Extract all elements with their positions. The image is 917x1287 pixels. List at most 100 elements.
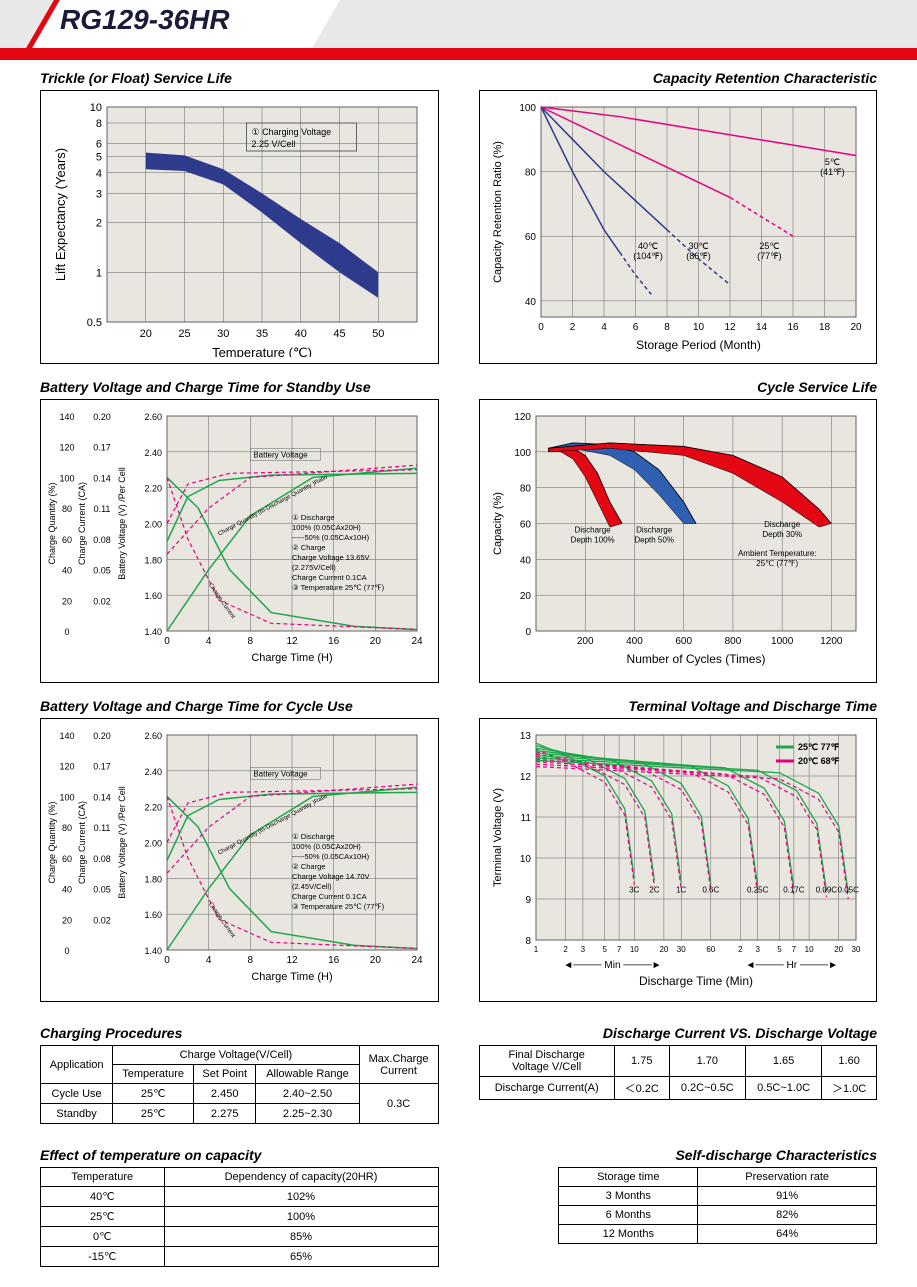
t1-r1-app: Standby <box>41 1104 113 1124</box>
chart4-section: Cycle Service Life 120100806040200200400… <box>479 379 878 683</box>
t2-c2: 0.5C~1.0C <box>745 1077 821 1100</box>
svg-text:① Charging Voltage: ① Charging Voltage <box>252 127 332 137</box>
svg-text:20: 20 <box>370 955 382 966</box>
t4-r0c0: 3 Months <box>559 1187 698 1206</box>
svg-text:0.20: 0.20 <box>93 412 111 422</box>
svg-text:① Discharge: ① Discharge <box>292 832 335 841</box>
svg-text:13: 13 <box>519 731 531 742</box>
svg-text:(2.275V/Cell): (2.275V/Cell) <box>292 563 336 572</box>
svg-text:25: 25 <box>178 328 190 340</box>
svg-text:1: 1 <box>96 267 102 279</box>
svg-text:(86℉): (86℉) <box>686 251 711 261</box>
svg-text:40: 40 <box>524 297 536 308</box>
svg-text:20℃ 68℉: 20℃ 68℉ <box>798 756 840 766</box>
svg-text:100% (0.05CAx20H): 100% (0.05CAx20H) <box>292 523 361 532</box>
svg-text:1.80: 1.80 <box>144 555 162 565</box>
svg-text:800: 800 <box>724 636 741 647</box>
t2-h1: Final Discharge Voltage V/Cell <box>479 1046 614 1077</box>
svg-text:Ambient Temperature:: Ambient Temperature: <box>737 549 816 558</box>
table4-title: Self-discharge Characteristics <box>479 1147 878 1163</box>
svg-text:40: 40 <box>62 885 72 895</box>
svg-text:80: 80 <box>62 823 72 833</box>
svg-text:10: 10 <box>804 945 813 954</box>
table2: Final Discharge Voltage V/Cell 1.75 1.70… <box>479 1045 878 1100</box>
svg-text:0.09C: 0.09C <box>815 886 837 895</box>
svg-text:8: 8 <box>96 118 102 130</box>
svg-text:5: 5 <box>96 152 102 164</box>
svg-text:8: 8 <box>248 955 254 966</box>
svg-text:Depth 100%: Depth 100% <box>570 535 614 544</box>
svg-text:0.17C: 0.17C <box>783 886 805 895</box>
svg-text:60: 60 <box>62 535 72 545</box>
svg-text:6: 6 <box>96 139 102 151</box>
svg-text:30: 30 <box>676 945 685 954</box>
svg-text:12: 12 <box>519 772 531 783</box>
svg-text:Charge Voltage 13.65V: Charge Voltage 13.65V <box>292 553 370 562</box>
svg-text:40: 40 <box>519 555 531 566</box>
t4-h1: Storage time <box>559 1168 698 1187</box>
svg-text:0.11: 0.11 <box>94 504 111 514</box>
svg-text:1000: 1000 <box>771 636 794 647</box>
chart4-box: 12010080604020020040060080010001200Disch… <box>479 399 878 683</box>
chart3-box: 1401201008060402000.200.170.140.110.080.… <box>40 399 439 683</box>
chart5-svg: 1401201008060402000.200.170.140.110.080.… <box>47 725 427 995</box>
svg-text:0.08: 0.08 <box>93 535 111 545</box>
svg-text:2: 2 <box>96 218 102 230</box>
svg-text:Capacity (%): Capacity (%) <box>492 492 504 555</box>
svg-text:40℃: 40℃ <box>638 241 658 251</box>
svg-text:18: 18 <box>818 322 830 333</box>
svg-text:0.05: 0.05 <box>93 885 111 895</box>
table2-title: Discharge Current VS. Discharge Voltage <box>479 1025 878 1041</box>
t3-r0c0: 40℃ <box>41 1187 165 1207</box>
chart2-box: 1008060400246810121416182040℃(104℉)30℃(8… <box>479 90 878 364</box>
t2-h2: Discharge Current(A) <box>479 1077 614 1100</box>
svg-text:0.5: 0.5 <box>87 317 102 329</box>
svg-text:Depth 50%: Depth 50% <box>634 535 674 544</box>
t3-r3c0: -15℃ <box>41 1247 165 1267</box>
svg-text:10: 10 <box>90 102 102 114</box>
svg-text:2.40: 2.40 <box>144 448 162 458</box>
svg-text:80: 80 <box>519 484 531 495</box>
svg-text:7: 7 <box>616 945 621 954</box>
svg-text:100: 100 <box>514 448 531 459</box>
page-content: Trickle (or Float) Service Life 10865432… <box>0 70 917 1287</box>
svg-text:20: 20 <box>659 945 668 954</box>
svg-text:50: 50 <box>372 328 384 340</box>
svg-text:24: 24 <box>411 955 423 966</box>
table2-section: Discharge Current VS. Discharge Voltage … <box>479 1017 878 1124</box>
svg-text:80: 80 <box>524 168 536 179</box>
t1-ar-h: Allowable Range <box>256 1065 359 1084</box>
svg-text:Battery Voltage: Battery Voltage <box>253 450 308 459</box>
t1-r0-temp: 25℃ <box>113 1084 194 1104</box>
svg-text:Battery Voltage (V) /Per Cell: Battery Voltage (V) /Per Cell <box>117 786 127 899</box>
table3-section: Effect of temperature on capacity Temper… <box>40 1139 439 1267</box>
svg-text:0.08: 0.08 <box>93 854 111 864</box>
svg-text:100: 100 <box>59 473 74 483</box>
svg-text:4: 4 <box>206 955 212 966</box>
svg-text:2.60: 2.60 <box>144 731 162 741</box>
t1-mc-h: Max.Charge Current <box>359 1046 438 1084</box>
svg-text:2: 2 <box>569 322 575 333</box>
svg-text:◄──── Min ────►: ◄──── Min ────► <box>563 960 661 971</box>
svg-text:0.02: 0.02 <box>93 596 111 606</box>
svg-text:100: 100 <box>519 103 536 114</box>
svg-text:60: 60 <box>519 520 531 531</box>
svg-text:20: 20 <box>140 328 152 340</box>
svg-text:0.02: 0.02 <box>93 915 111 925</box>
svg-text:0.6C: 0.6C <box>702 886 719 895</box>
svg-text:20: 20 <box>62 915 72 925</box>
svg-text:0.25C: 0.25C <box>747 886 769 895</box>
t2-c0: ＜0.2C <box>614 1077 669 1100</box>
svg-text:1.40: 1.40 <box>144 627 162 637</box>
svg-text:1.60: 1.60 <box>144 910 162 920</box>
t4-r2c0: 12 Months <box>559 1225 698 1244</box>
svg-text:Charge Time (H): Charge Time (H) <box>251 971 332 983</box>
chart6-box: 1312111098123571020306023571020303C2C1C0… <box>479 718 878 1002</box>
svg-text:35: 35 <box>256 328 268 340</box>
svg-text:12: 12 <box>286 955 298 966</box>
svg-text:0.14: 0.14 <box>93 473 111 483</box>
svg-text:4: 4 <box>206 636 212 647</box>
t3-h2: Dependency of capacity(20HR) <box>164 1168 438 1187</box>
t3-h1: Temperature <box>41 1168 165 1187</box>
svg-text:Discharge Time (Min): Discharge Time (Min) <box>638 974 752 988</box>
